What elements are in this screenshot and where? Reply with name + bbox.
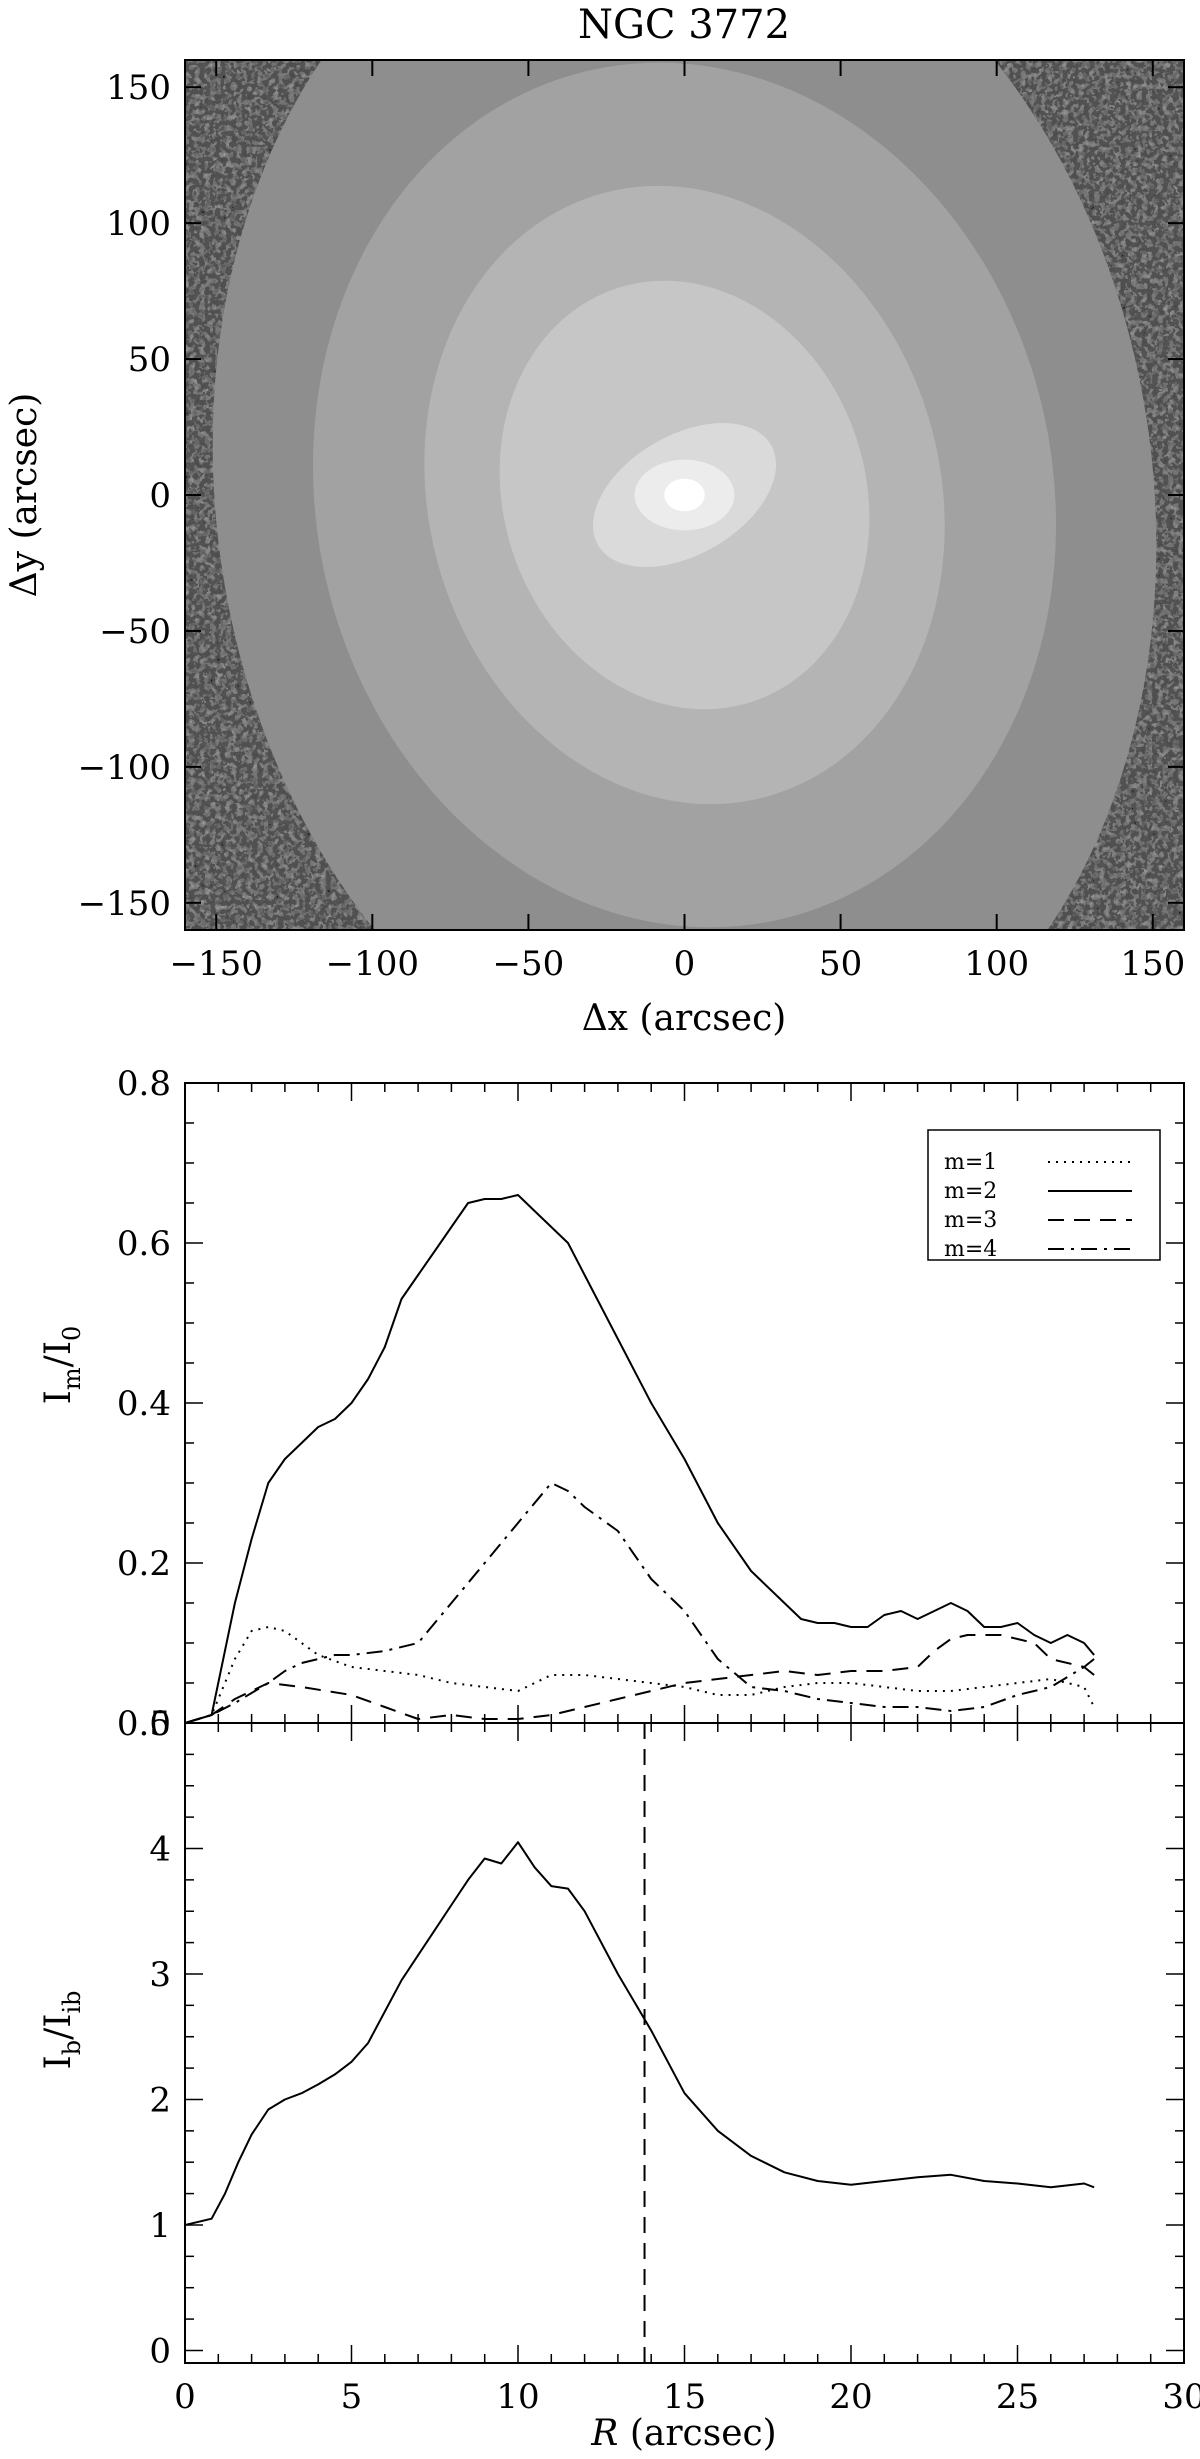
ratio-y-label-main: I	[38, 2055, 79, 2069]
image-x-tick-label: −150	[170, 944, 263, 984]
ratio-y-label-slash: /I	[38, 2014, 79, 2040]
x-tick-label: 20	[829, 2377, 872, 2417]
isophote-levels	[212, 60, 1157, 930]
image-x-tick-label: 150	[1120, 944, 1185, 984]
ratio-panel-frame	[184, 1722, 1185, 2364]
ratio-x-label-italic: R	[590, 2413, 618, 2454]
amplitude-y-label-main: I	[38, 1390, 79, 1404]
legend-label: m=2	[944, 1179, 997, 1204]
amplitude-y-label-sub: m	[58, 1367, 86, 1390]
x-tick-label: 5	[341, 2377, 363, 2417]
y-tick-label: 0.2	[117, 1544, 171, 1584]
series-line-m=2	[185, 1194, 1095, 1723]
legend-label: m=3	[944, 1208, 997, 1233]
legend-label: m=4	[944, 1237, 997, 1262]
image-x-tick-label: 0	[674, 944, 696, 984]
image-x-tick-label: −100	[326, 944, 419, 984]
amplitude-y-axis-label: Im/I0	[38, 1326, 86, 1405]
amplitude-y-label-slash: /I	[38, 1341, 79, 1367]
image-y-tick-label: 150	[106, 68, 171, 108]
legend-box	[927, 1129, 1161, 1261]
amplitude-series	[185, 1194, 1095, 1723]
image-y-tick-label: −50	[99, 612, 171, 652]
y-tick-label: 0	[149, 2331, 171, 2371]
image-y-tick-label: −100	[78, 748, 171, 788]
amplitude-y-label-sub2: 0	[58, 1326, 86, 1341]
y-tick-label: 3	[149, 1955, 171, 1995]
ratio-panel: 0 5 10 15 20 25 30 0 1 2 3 4 5 Ib/Iib R (arcsec)	[38, 1704, 1200, 2454]
ratio-x-axis-label: R (arcsec)	[590, 2413, 776, 2454]
x-tick-label: 10	[496, 2377, 539, 2417]
ratio-x-label-rest: (arcsec)	[618, 2413, 776, 2454]
ratio-series	[185, 1723, 1095, 2363]
x-tick-label: 25	[996, 2377, 1039, 2417]
y-tick-label: 4	[149, 1829, 171, 1869]
y-tick-label: 0.4	[117, 1384, 171, 1424]
isophote-7	[664, 478, 705, 512]
image-x-axis-label: Δx (arcsec)	[582, 998, 787, 1039]
amplitude-panel: 0.0 0.2 0.4 0.6 0.8 m=1 m=2 m=3 m=4 Im/I0	[38, 1064, 1185, 1744]
y-tick-label: 0.0	[117, 1704, 171, 1744]
ratio-y-axis-label: Ib/Iib	[38, 1990, 86, 2069]
y-tick-label: 5	[149, 1704, 171, 1744]
series-line-m=1	[185, 1626, 1095, 1723]
image-x-tick-label: 100	[964, 944, 1029, 984]
image-x-tick-label: −50	[493, 944, 565, 984]
y-tick-label: 0.6	[117, 1224, 171, 1264]
image-y-tick-label: 50	[128, 340, 171, 380]
amplitude-axes: 0.0 0.2 0.4 0.6 0.8	[117, 1064, 1185, 1744]
image-y-tick-label: 100	[106, 204, 171, 244]
image-y-tick-label: 0	[149, 476, 171, 516]
image-title: NGC 3772	[578, 2, 790, 48]
ratio-y-label-sub: b	[58, 2040, 86, 2055]
image-y-axis-label: Δy (arcsec)	[4, 393, 45, 598]
image-y-tick-label: −150	[78, 884, 171, 924]
x-tick-label: 15	[663, 2377, 706, 2417]
x-tick-label: 30	[1162, 2377, 1200, 2417]
y-tick-label: 1	[149, 2206, 171, 2246]
y-tick-label: 0.8	[117, 1064, 171, 1104]
legend: m=1 m=2 m=3 m=4	[927, 1129, 1161, 1262]
series-line-m=3	[185, 1634, 1095, 1723]
image-axes: −150 −100 −50 0 50 100 150 −150 −100 −50 0 50 100 150	[78, 60, 1185, 984]
series-line-series-1	[185, 1841, 1095, 2226]
ratio-axes: 0 5 10 15 20 25 30 0 1 2 3 4 5	[149, 1704, 1200, 2417]
image-x-tick-label: 50	[819, 944, 862, 984]
ratio-y-label-sub2: ib	[58, 1990, 86, 2013]
y-tick-label: 2	[149, 2080, 171, 2120]
x-tick-label: 0	[174, 2377, 196, 2417]
series-line-m=4	[185, 1482, 1095, 1723]
legend-label: m=1	[944, 1150, 997, 1175]
galaxy-image	[185, 60, 1184, 930]
